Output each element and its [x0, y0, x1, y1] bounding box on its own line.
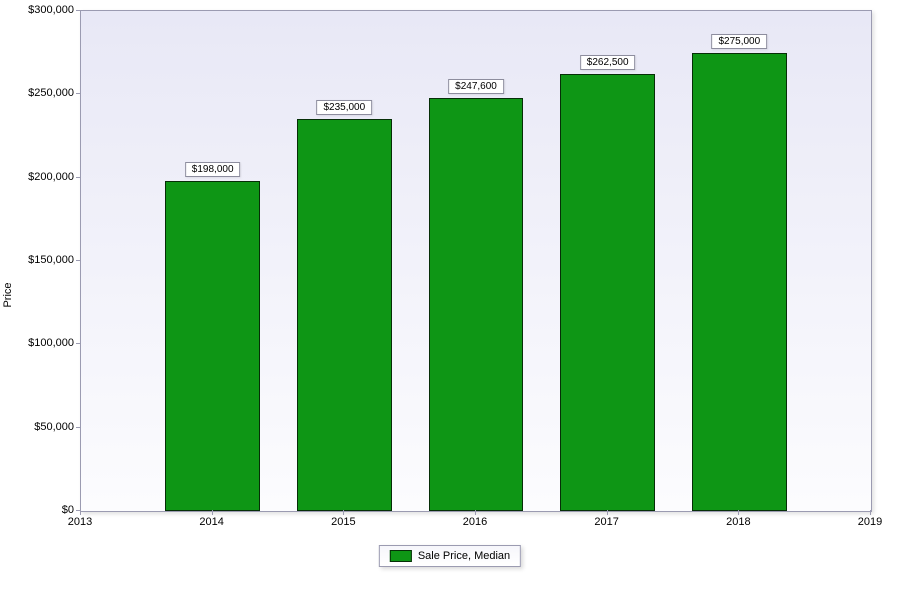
bar: [429, 98, 524, 511]
y-tick-mark: [76, 177, 81, 178]
bar-value-label: $275,000: [711, 34, 767, 49]
y-tick-label: $100,000: [28, 337, 74, 349]
x-tick-label: 2014: [199, 516, 223, 528]
y-tick-mark: [76, 93, 81, 94]
x-tick-label: 2013: [68, 516, 92, 528]
legend-swatch: [390, 550, 412, 562]
y-tick-label: $150,000: [28, 254, 74, 266]
bar: [692, 53, 787, 511]
x-tick-mark: [475, 510, 476, 515]
legend: Sale Price, Median: [379, 545, 521, 567]
y-tick-mark: [76, 427, 81, 428]
x-tick-mark: [607, 510, 608, 515]
y-tick-label: $200,000: [28, 171, 74, 183]
x-tick-label: 2016: [463, 516, 487, 528]
plot-inner: $198,000 $235,000 $247,600 $262,500 $275,000: [81, 11, 871, 511]
y-tick-label: $250,000: [28, 87, 74, 99]
bar: [560, 74, 655, 512]
y-tick-label: $0: [62, 504, 74, 516]
legend-text: Sale Price, Median: [418, 550, 510, 562]
x-tick-mark: [870, 510, 871, 515]
y-tick-mark: [76, 343, 81, 344]
bar: [165, 181, 260, 511]
y-axis-title: Price: [2, 282, 14, 307]
x-tick-mark: [343, 510, 344, 515]
x-tick-label: 2015: [331, 516, 355, 528]
y-tick-label: $300,000: [28, 4, 74, 16]
bar-value-label: $235,000: [316, 100, 372, 115]
x-tick-label: 2019: [858, 516, 882, 528]
x-tick-label: 2017: [594, 516, 618, 528]
chart-container: Price $198,000 $235,000 $247,600 $262,500 $2…: [0, 0, 900, 590]
plot-area: $198,000 $235,000 $247,600 $262,500 $275,000: [80, 10, 872, 512]
bar: [297, 119, 392, 511]
bar-value-label: $247,600: [448, 79, 504, 94]
y-tick-label: $50,000: [34, 421, 74, 433]
x-tick-mark: [738, 510, 739, 515]
x-tick-mark: [80, 510, 81, 515]
bar-value-label: $262,500: [580, 55, 636, 70]
x-tick-mark: [212, 510, 213, 515]
bar-value-label: $198,000: [185, 162, 241, 177]
y-tick-mark: [76, 10, 81, 11]
y-tick-mark: [76, 260, 81, 261]
x-tick-label: 2018: [726, 516, 750, 528]
